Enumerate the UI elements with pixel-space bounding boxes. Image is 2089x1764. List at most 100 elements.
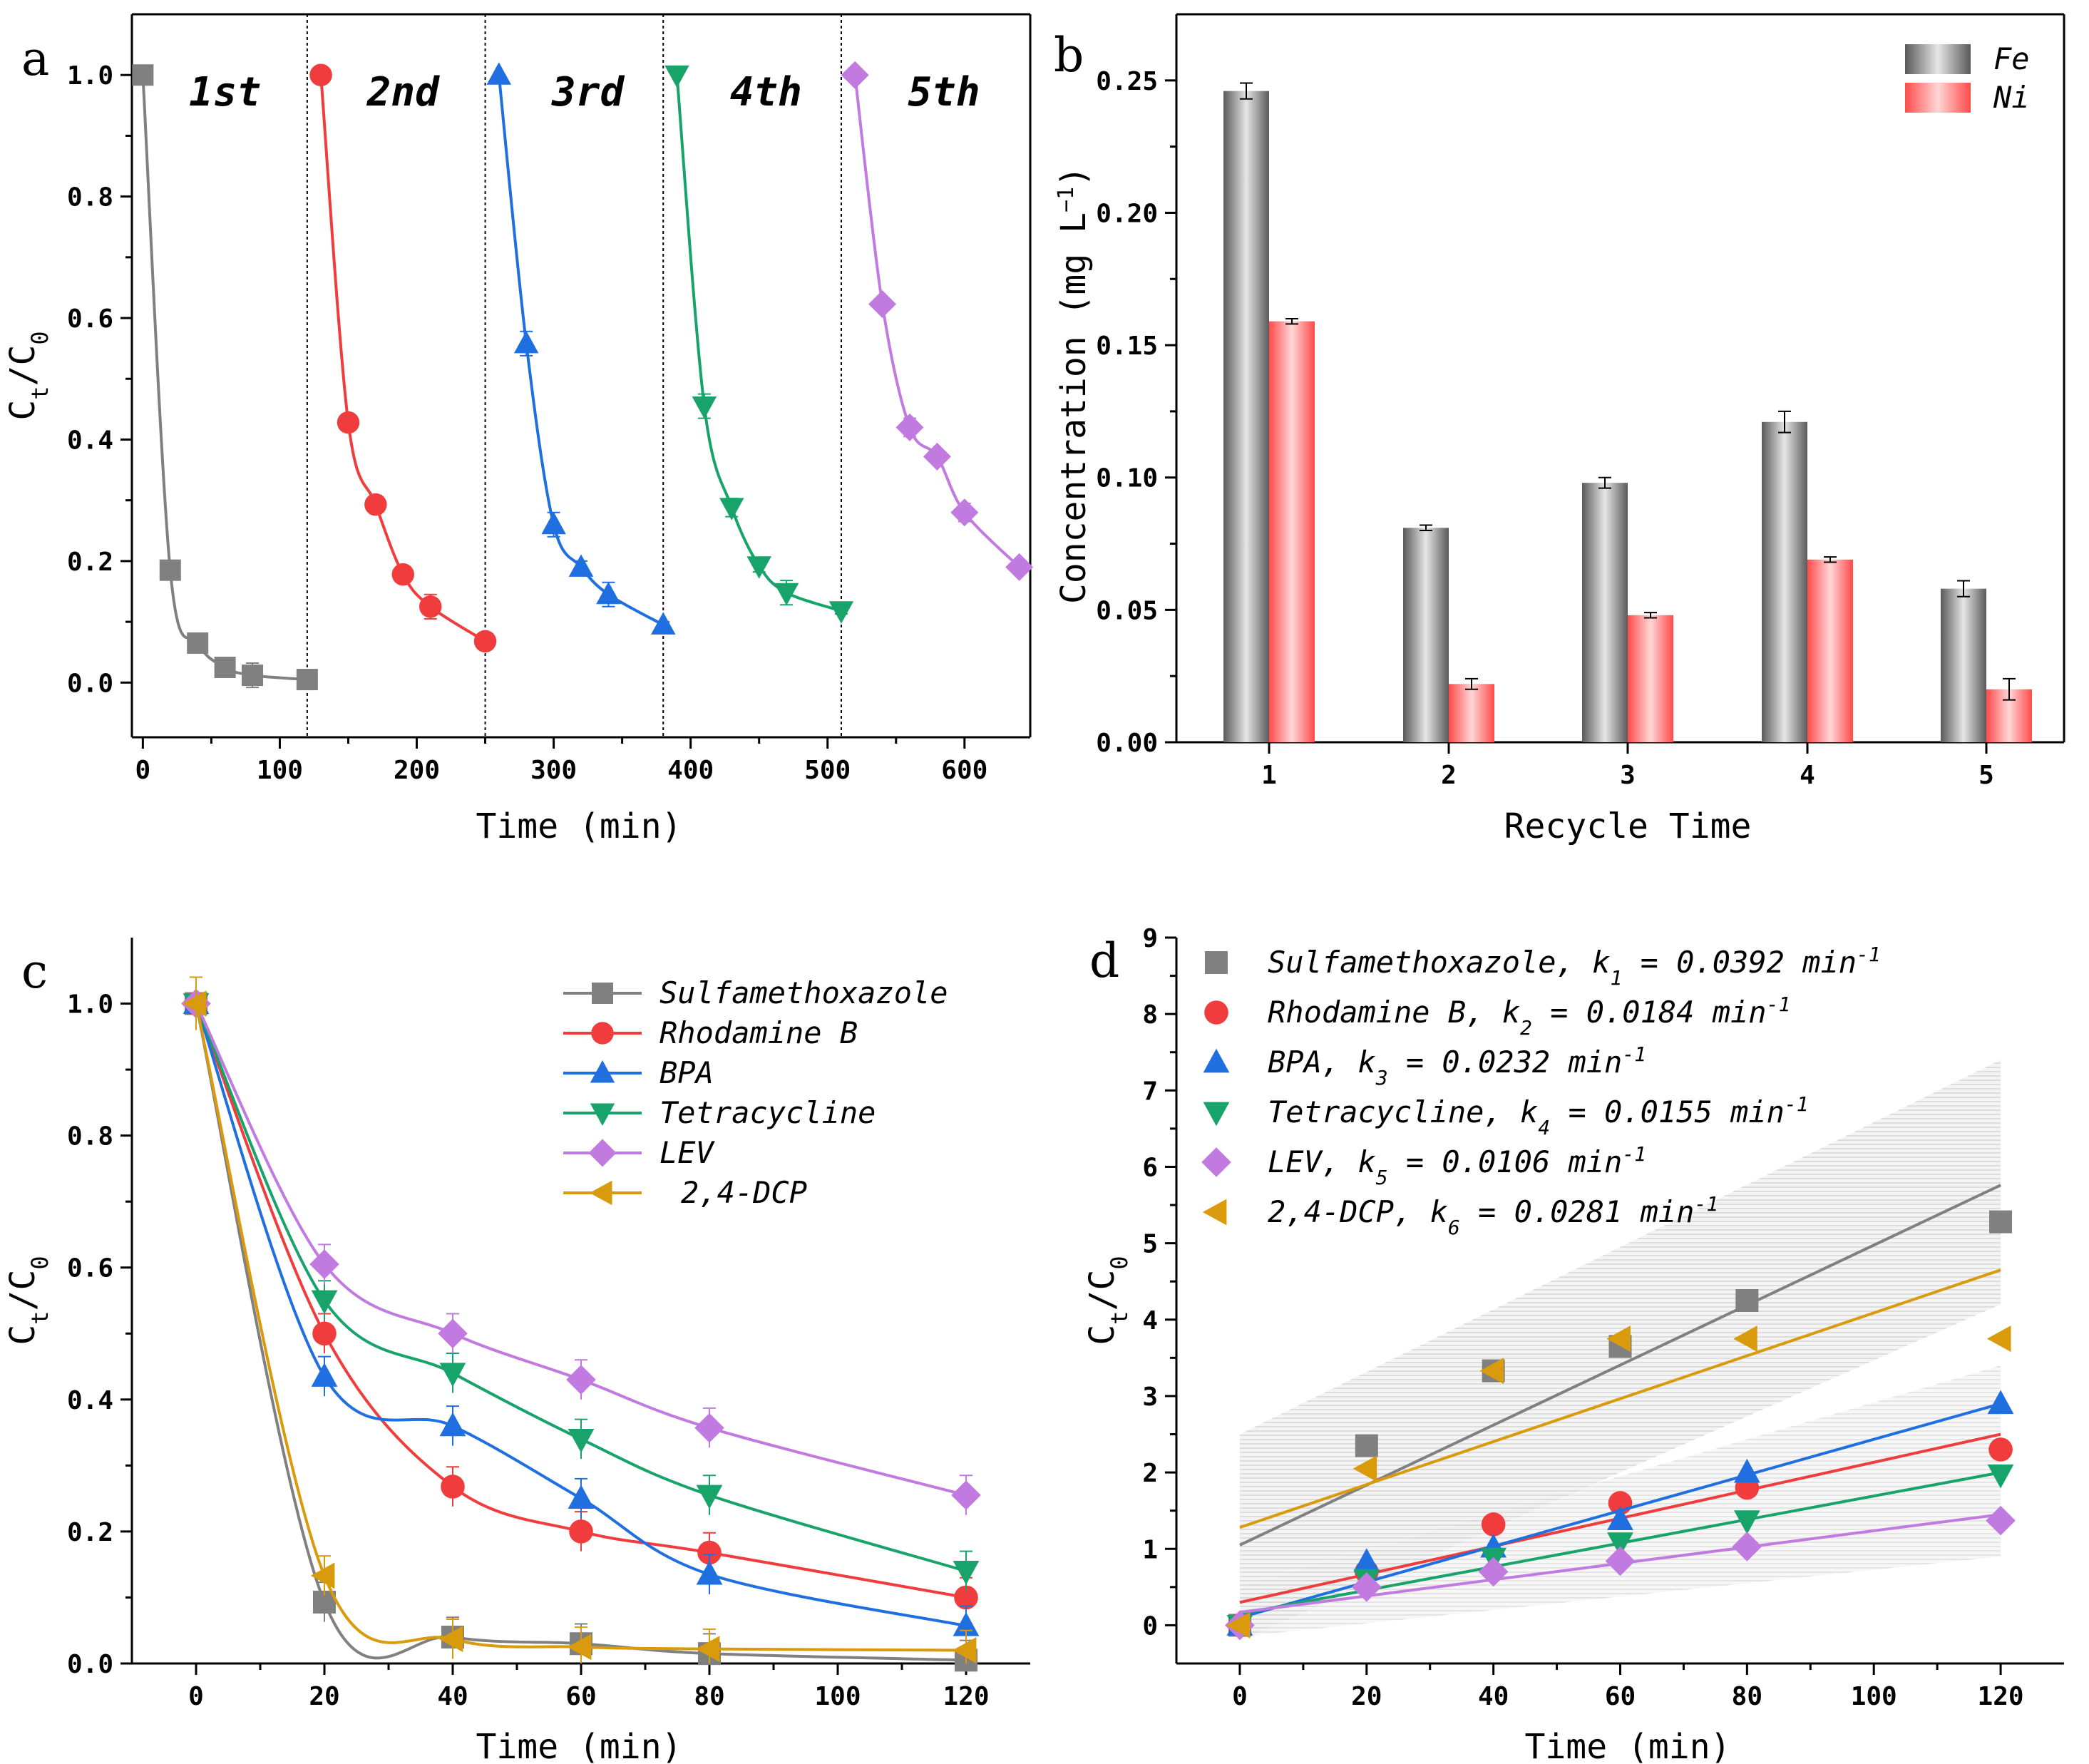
x-tick-label: 3 xyxy=(1620,761,1636,790)
bar xyxy=(1807,559,1853,742)
x-tick-label: 1 xyxy=(1261,761,1277,790)
legend-sub: 3 xyxy=(1375,1066,1388,1089)
y-axis-title: Ct/C0 xyxy=(3,331,53,420)
data-point xyxy=(1989,1210,2013,1234)
bar xyxy=(1449,684,1494,742)
data-point xyxy=(132,64,154,86)
y-title-sub2: 0 xyxy=(26,1256,53,1269)
data-point xyxy=(441,1475,465,1499)
series-line xyxy=(853,74,1021,568)
data-point xyxy=(568,1428,595,1453)
y-axis-title: Concentration (mg L−1) xyxy=(1054,166,1094,604)
data-point xyxy=(746,556,771,579)
data-point xyxy=(242,665,264,687)
legend-label: Rhodamine B, k2 = 0.0184 min-1 xyxy=(1268,993,1790,1040)
y-title-sub1: t xyxy=(26,386,53,399)
legend-marker xyxy=(590,1060,615,1083)
legend-marker xyxy=(1204,1000,1228,1025)
data-point xyxy=(568,1484,595,1509)
x-tick-label: 120 xyxy=(943,1682,989,1711)
y-title-post: ) xyxy=(1054,166,1094,187)
x-tick-label: 300 xyxy=(530,756,577,785)
data-point xyxy=(953,1561,980,1585)
y-title-slash: / xyxy=(3,1291,43,1311)
data-point xyxy=(310,1562,335,1589)
data-point xyxy=(868,289,897,318)
legend-swatch xyxy=(1905,83,1971,113)
legend-rest: = 0.0184 min xyxy=(1532,995,1767,1030)
data-point xyxy=(311,1290,338,1315)
data-point xyxy=(1732,1532,1762,1562)
y-tick-label: 0.4 xyxy=(67,1386,113,1415)
y-tick-label: 9 xyxy=(1142,924,1158,953)
data-point xyxy=(1355,1434,1378,1457)
data-point xyxy=(182,990,207,1017)
data-point xyxy=(1478,1557,1509,1587)
legend-marker xyxy=(1203,1102,1230,1127)
data-point xyxy=(953,1612,980,1636)
legend-marker xyxy=(590,1180,612,1206)
y-tick-label: 0 xyxy=(1142,1611,1158,1641)
x-tick-label: 4 xyxy=(1800,761,1815,790)
series-2,4-DCP xyxy=(1226,1268,2011,1639)
legend-label: Tetracycline xyxy=(659,1095,876,1130)
panel-letter-b: b xyxy=(1054,28,1084,83)
data-point xyxy=(1986,1325,2011,1352)
data-point xyxy=(311,1363,338,1387)
bar xyxy=(1269,321,1315,742)
legend-label: Rhodamine B xyxy=(659,1015,858,1050)
legend-label: LEV, k5 = 0.0106 min-1 xyxy=(1268,1142,1646,1189)
y-tick-label: 0.6 xyxy=(67,1254,113,1283)
y-title-slash: / xyxy=(1082,1291,1122,1311)
legend-name: Tetracycline, k xyxy=(1268,1094,1538,1129)
data-point xyxy=(841,61,869,89)
panel-letter-d: d xyxy=(1089,933,1119,988)
data-point xyxy=(1351,1572,1382,1602)
legend: Fe Ni xyxy=(1905,41,2030,115)
data-point xyxy=(187,632,209,654)
data-point xyxy=(567,1634,592,1661)
x-tick-label: 40 xyxy=(437,1682,468,1711)
data-point xyxy=(541,511,566,535)
legend-marker xyxy=(1203,1048,1230,1073)
bar xyxy=(1223,91,1269,743)
y-tick-label: 0.6 xyxy=(67,304,113,334)
data-point xyxy=(1607,1532,1633,1557)
legend-label: Fe xyxy=(1993,41,2030,76)
data-point xyxy=(1988,1437,2013,1462)
data-point xyxy=(694,1412,724,1443)
data-point xyxy=(1987,1390,2014,1415)
series-line xyxy=(195,1002,967,1497)
data-point xyxy=(1735,1289,1759,1312)
fit-line xyxy=(1239,1268,2001,1529)
y-tick-label: 0.15 xyxy=(1096,332,1158,361)
series-line xyxy=(195,1002,967,1599)
cycle-label: 1st xyxy=(189,69,261,116)
legend-sub: 4 xyxy=(1538,1116,1550,1139)
data-point xyxy=(719,498,744,521)
data-point xyxy=(309,1249,339,1279)
legend-label: Ni xyxy=(1993,80,2030,115)
x-tick-label: 20 xyxy=(309,1682,339,1711)
series-4th xyxy=(664,65,854,624)
data-point xyxy=(309,63,332,86)
y-axis-title: Ct/C0 xyxy=(3,1256,53,1345)
panel-a: 0 100 200 300 400 500 600 0.0 0.2 0.4 0.6 0.8 1.0 1st… xyxy=(3,13,1034,846)
y-tick-label: 0.8 xyxy=(67,1122,113,1152)
x-tick-label: 200 xyxy=(394,756,440,785)
legend-rest: = 0.0281 min xyxy=(1460,1194,1695,1229)
data-point xyxy=(568,554,594,577)
legend-swatch xyxy=(1905,44,1971,74)
y-title-main2: C xyxy=(1082,1270,1122,1291)
y-tick-label: 1.0 xyxy=(67,990,113,1020)
legend-rest: = 0.0392 min xyxy=(1622,945,1857,980)
series-line xyxy=(141,75,308,682)
cycle-label: 4th xyxy=(730,69,802,116)
legend-marker xyxy=(592,983,613,1004)
legend-sub: 5 xyxy=(1376,1166,1388,1189)
legend-sub: 2 xyxy=(1520,1016,1532,1040)
y-title-main: C xyxy=(3,1325,43,1345)
data-point xyxy=(312,1321,337,1346)
data-point xyxy=(692,396,717,419)
